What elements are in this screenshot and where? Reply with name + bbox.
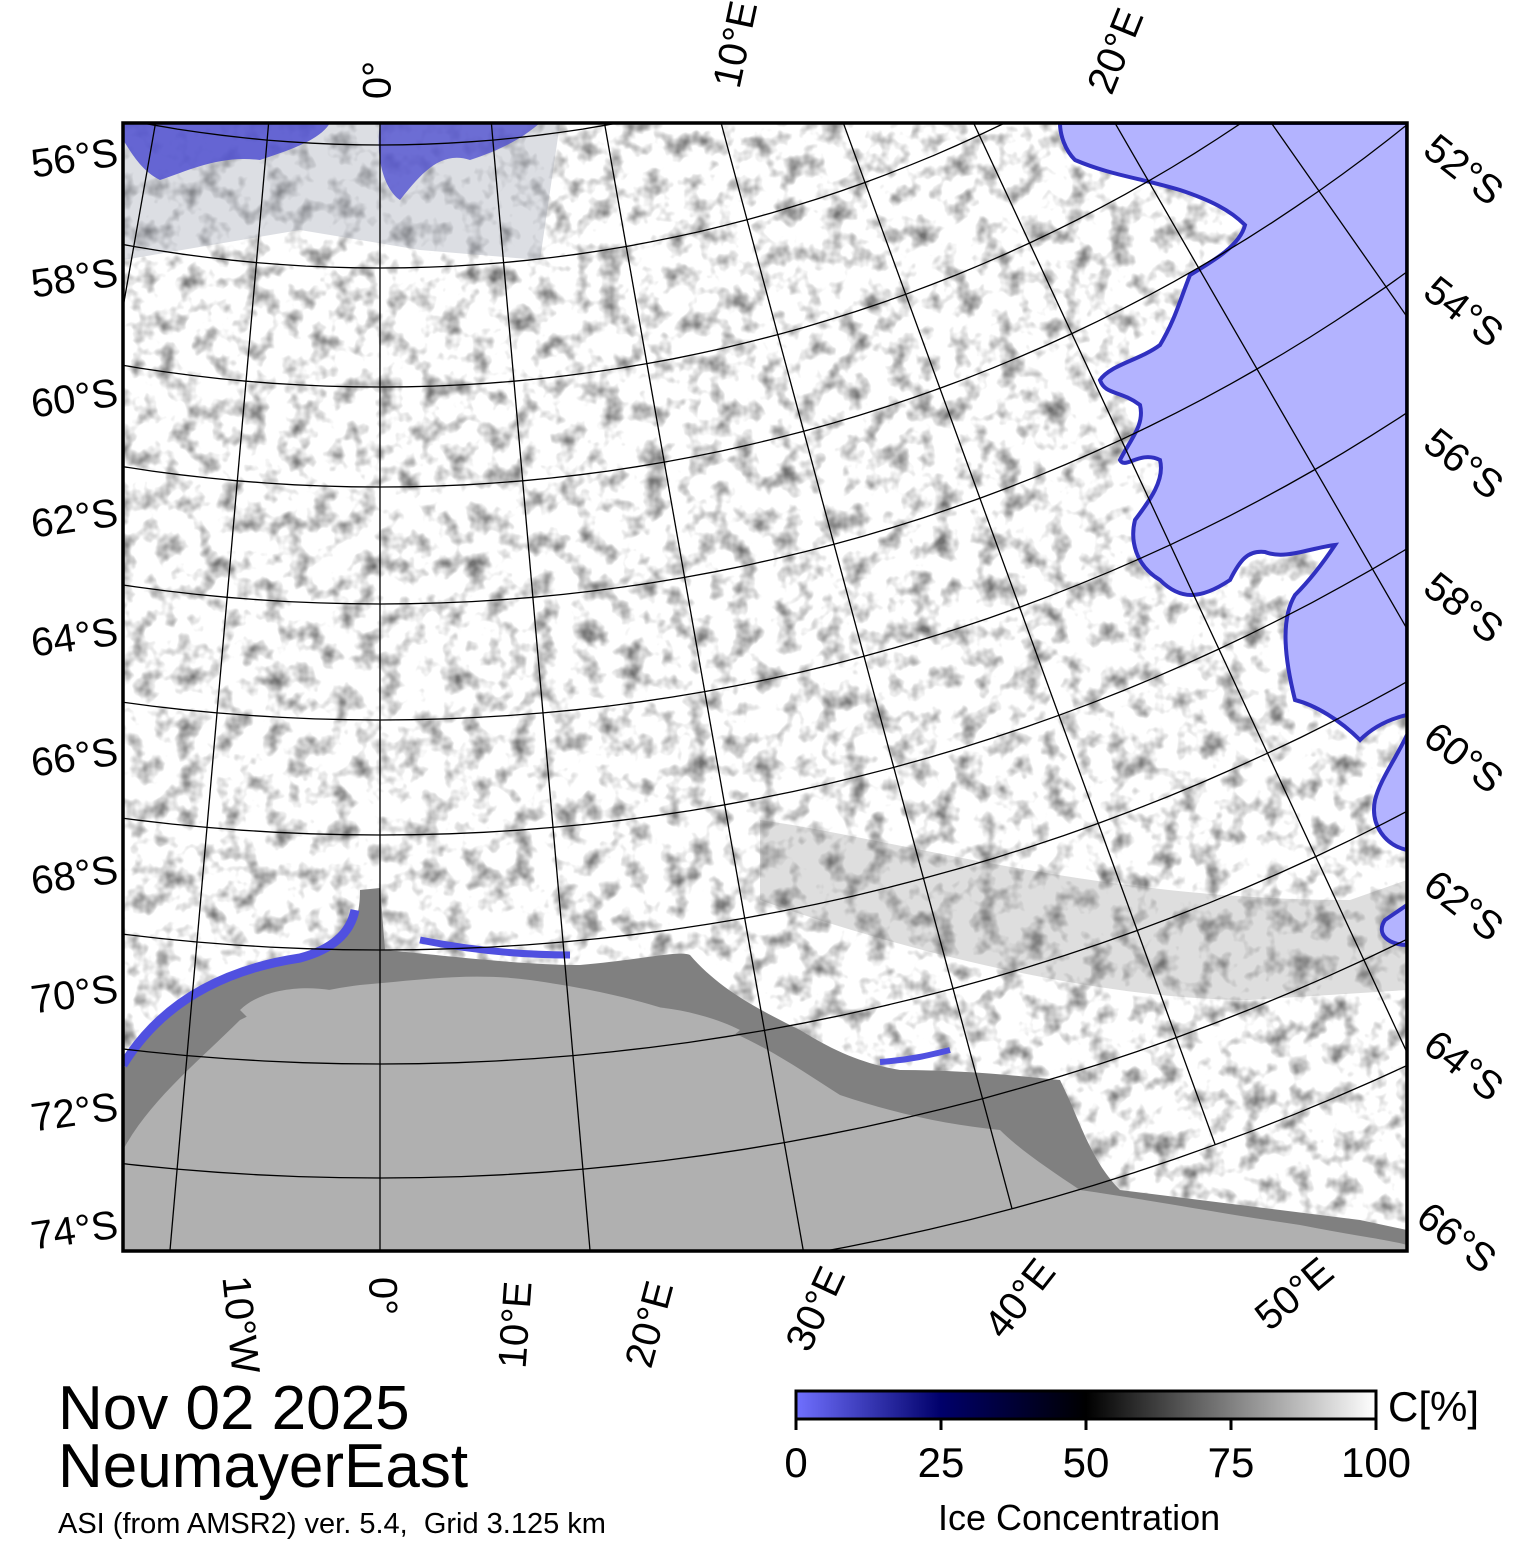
colorbar-tick-label: 50 — [1062, 1439, 1110, 1486]
open-water-east — [1372, 734, 1407, 853]
meridian-line — [972, 123, 1407, 1054]
right-latitude-labels: 52°S 54°S 56°S 58°S 60°S 62°S 64°S 66°S — [1409, 126, 1512, 1282]
latitude-label: 58°S — [1416, 564, 1512, 652]
longitude-label: 10°W — [213, 1274, 267, 1377]
latitude-label: 74°S — [28, 1203, 120, 1259]
latitude-label: 54°S — [1416, 268, 1512, 356]
meridian-line — [490, 123, 591, 1251]
meridian-line — [842, 123, 1216, 1145]
longitude-label: 30°E — [777, 1260, 854, 1358]
latitude-label: 58°S — [28, 251, 120, 307]
top-longitude-labels: 0° 10°E 20°E — [356, 0, 1153, 100]
open-water — [1057, 123, 1407, 743]
latitude-label: 62°S — [28, 491, 120, 547]
longitude-label: 0° — [356, 61, 400, 99]
latitude-label: 70°S — [28, 967, 120, 1023]
meridian-line — [720, 123, 1013, 1209]
meridian-line — [1270, 123, 1407, 318]
latitude-label: 60°S — [1416, 714, 1512, 802]
open-water-patch-n — [378, 123, 540, 200]
colorbar-tick-label: 25 — [917, 1439, 965, 1486]
longitude-label: 20°E — [617, 1277, 682, 1373]
longitude-label: 20°E — [1079, 2, 1152, 99]
latitude-label: 64°S — [28, 610, 120, 666]
colorbar-title: Ice Concentration — [938, 1497, 1221, 1538]
latitude-label: 66°S — [28, 730, 120, 786]
map-area — [0, 0, 1518, 1251]
meridian-line — [169, 123, 270, 1251]
latitude-label: 68°S — [28, 848, 120, 904]
colorbar-unit-label: C[%] — [1388, 1383, 1480, 1430]
meridian-line — [0, 0, 35, 1145]
meridian-line — [1114, 123, 1407, 631]
graticule — [0, 0, 1518, 1251]
left-latitude-labels: 56°S 58°S 60°S 62°S 64°S 66°S 68°S 70°S 72°S 74°S — [28, 131, 120, 1259]
bottom-longitude-labels: 10°W 0° 10°E 20°E 30°E 40°E 50°E — [213, 1249, 1342, 1376]
antarctic-land — [123, 976, 1407, 1251]
longitude-label: 10°E — [491, 1280, 541, 1370]
latitude-label: 66°S — [1409, 1194, 1505, 1282]
land-inlet-2 — [600, 1006, 740, 1047]
region-name: NeumayerEast — [58, 1432, 469, 1501]
map-date: Nov 02 2025 — [58, 1374, 410, 1443]
longitude-label: 50°E — [1247, 1249, 1342, 1339]
open-water-patch-nw — [123, 123, 330, 180]
low-concentration-belt-south — [760, 820, 1407, 1000]
latitude-label: 60°S — [28, 371, 120, 427]
meridian-line — [1255, 0, 1518, 71]
meridian-line — [603, 123, 805, 1251]
longitude-label: 0° — [360, 1277, 404, 1315]
latitude-label: 62°S — [1416, 862, 1512, 950]
colorbar-ticks — [794, 1419, 1378, 1430]
colorbar — [794, 1389, 1378, 1421]
coastal-open-water-3 — [879, 1047, 951, 1065]
latitude-label: 64°S — [1416, 1022, 1512, 1110]
latitude-label: 72°S — [28, 1085, 120, 1141]
colorbar-tick-label: 0 — [784, 1439, 808, 1486]
longitude-label: 10°E — [705, 0, 766, 92]
colorbar-tick-label: 100 — [1340, 1439, 1412, 1486]
longitude-label: 40°E — [976, 1251, 1064, 1347]
map-frame — [121, 121, 1409, 1253]
latitude-label: 56°S — [28, 131, 120, 187]
latitude-label: 56°S — [1416, 420, 1512, 508]
data-source-note: ASI (from AMSR2) ver. 5.4, Grid 3.125 km — [58, 1508, 606, 1540]
coastal-open-water-2 — [419, 936, 571, 959]
latitude-label: 52°S — [1416, 126, 1512, 214]
land-inlet-1 — [240, 988, 330, 1030]
colorbar-tick-label: 75 — [1207, 1439, 1255, 1486]
coastal-open-water — [123, 908, 360, 1068]
